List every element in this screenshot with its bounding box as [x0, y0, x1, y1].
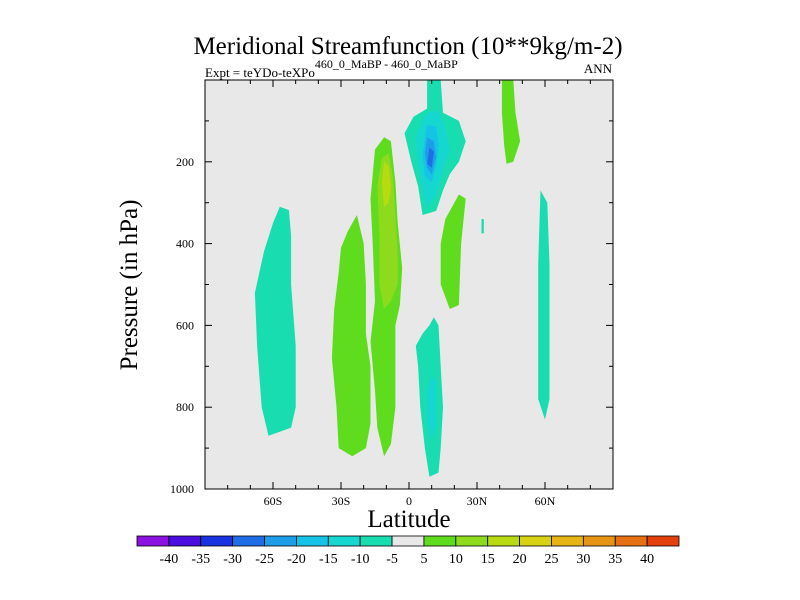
colorbar-label: 35 — [608, 552, 622, 567]
colorbar-swatch — [359, 535, 393, 547]
axis-ticks — [204, 79, 614, 490]
colorbar-label: 15 — [481, 552, 495, 567]
colorbar-label: -5 — [386, 552, 398, 567]
colorbar-swatch — [136, 535, 170, 547]
colorbar-label: -35 — [191, 552, 210, 567]
x-tick-label: 0 — [406, 494, 412, 508]
x-tick-label: 30N — [467, 494, 488, 508]
colorbar — [136, 535, 680, 547]
colorbar-labels: -40 -35 -30 -25 -20 -15 -10 -5 5 10 15 20 25 30 35 40 — [160, 552, 655, 567]
colorbar-swatch — [519, 535, 552, 547]
x-tick-labels: 60S 30S 0 30N 60N — [264, 494, 556, 508]
region-nh-upper-positive-jet — [501, 80, 521, 164]
colorbar-swatch — [296, 535, 329, 547]
colorbar-label: -30 — [223, 552, 242, 567]
colorbar-label: -40 — [160, 552, 179, 567]
colorbar-label: -10 — [351, 552, 370, 567]
region-tropical-upper-positive-core — [381, 161, 391, 207]
colorbar-swatch — [582, 535, 616, 547]
y-axis-label: Pressure (in hPa) — [116, 200, 143, 371]
colorbar-swatch — [264, 535, 297, 547]
colorbar-label: -20 — [287, 552, 306, 567]
colorbar-swatch — [391, 535, 425, 547]
colorbar-label: 25 — [544, 552, 558, 567]
colorbar-label: 20 — [513, 552, 527, 567]
colorbar-label: 10 — [449, 552, 463, 567]
region-nh-small-negative-speck — [481, 219, 484, 234]
region-nh-tropical-lower-negative-inner — [427, 374, 437, 440]
region-sh-midlatitude-positive — [331, 215, 371, 457]
x-tick-label: 60N — [535, 494, 556, 508]
contour-regions — [254, 80, 550, 477]
colorbar-label: 30 — [576, 552, 590, 567]
colorbar-swatch — [200, 535, 234, 547]
region-nh-ferrel-negative — [538, 190, 550, 420]
x-tick-label: 30S — [332, 494, 351, 508]
colorbar-swatch — [423, 535, 457, 547]
y-tick-labels: 200 400 600 800 1000 — [170, 155, 194, 496]
colorbar-swatch — [168, 535, 202, 547]
colorbar-swatch — [487, 535, 520, 547]
colorbar-swatch — [327, 535, 361, 547]
y-tick-label: 800 — [176, 400, 194, 414]
colorbar-swatch — [455, 535, 489, 547]
region-tropical-upper-positive-inner — [377, 153, 398, 309]
season-label: ANN — [584, 61, 613, 76]
x-axis-label: Latitude — [367, 506, 450, 533]
colorbar-swatch — [232, 535, 265, 547]
plot-area: 60S 30S 0 30N 60N 200 400 600 800 1000 — [170, 79, 614, 508]
colorbar-label: 5 — [420, 552, 427, 567]
region-nh-subtropical-positive — [440, 194, 466, 309]
chart-title: Meridional Streamfunction (10**9kg/m-2) — [193, 33, 622, 60]
y-tick-label: 1000 — [170, 482, 194, 496]
colorbar-swatch — [646, 535, 680, 547]
y-tick-label: 400 — [176, 237, 194, 251]
y-tick-label: 200 — [176, 155, 194, 169]
region-nh-tropical-upper-negative-core — [427, 147, 434, 168]
colorbar-swatch — [551, 535, 584, 547]
colorbar-label: -25 — [255, 552, 274, 567]
experiment-label-prefix: Expt = teYDo-teXPo — [205, 65, 315, 80]
x-tick-label: 60S — [264, 494, 283, 508]
y-tick-label: 600 — [176, 318, 194, 332]
colorbar-label: -15 — [319, 552, 338, 567]
colorbar-swatch — [614, 535, 648, 547]
experiment-label-superscript: 460_0_MaBP - 460_0_MaBP — [315, 57, 458, 71]
colorbar-label: 40 — [640, 552, 654, 567]
region-sh-polar-cell-negative — [254, 206, 296, 436]
experiment-label: Expt = teYDo-teXPo460_0_MaBP - 460_0_MaB… — [205, 57, 458, 80]
